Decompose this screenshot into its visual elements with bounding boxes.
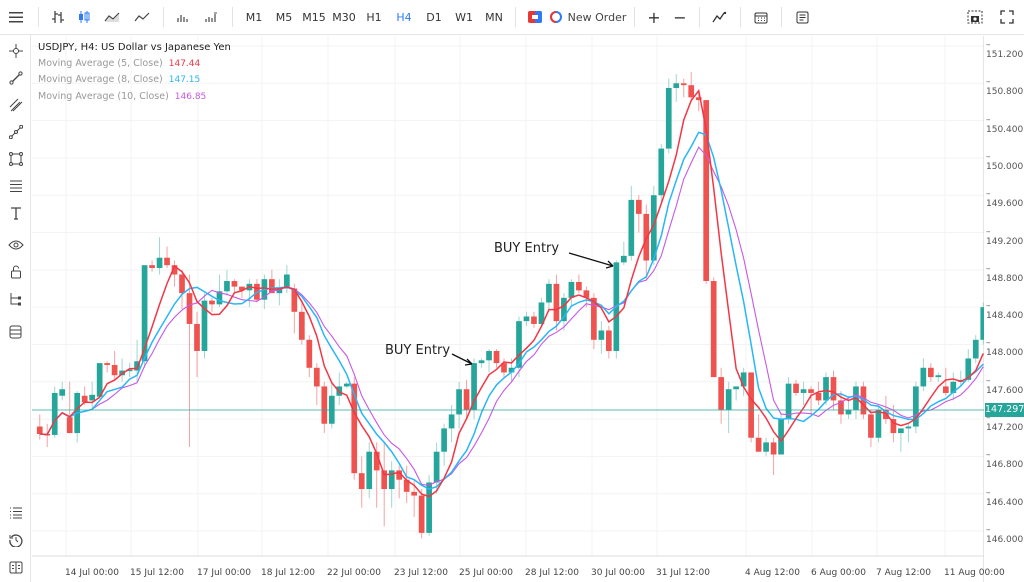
price-tick: – 149.200: [986, 226, 1024, 247]
bar-chart-icon[interactable]: [45, 0, 71, 35]
price-tick: – 150.000: [986, 151, 1024, 172]
price-tick: – 146.000: [986, 525, 1024, 545]
timeframe-w1[interactable]: W1: [455, 10, 473, 24]
price-tick: – 150.800: [986, 77, 1024, 98]
price-chart[interactable]: [32, 36, 984, 582]
area-chart-icon[interactable]: [97, 0, 127, 35]
time-tick: 23 Jul 12:00: [394, 568, 448, 578]
time-tick: 14 Jul 00:00: [65, 568, 119, 578]
text-icon[interactable]: [0, 201, 31, 225]
polyline-icon[interactable]: [0, 120, 31, 144]
crosshair-icon[interactable]: [0, 39, 31, 63]
time-tick: 17 Jul 00:00: [197, 568, 251, 578]
ma5-legend[interactable]: Moving Average (5, Close) 147.44: [38, 57, 201, 69]
economic-calendar-icon[interactable]: [0, 555, 31, 579]
price-tick: – 149.600: [986, 189, 1024, 210]
price-tick: – 151.200: [986, 40, 1024, 60]
time-tick: 18 Jul 12:00: [261, 568, 315, 578]
timeframe-h1[interactable]: H1: [366, 10, 382, 24]
timeframe-d1[interactable]: D1: [426, 10, 442, 24]
parallel-channel-icon[interactable]: [0, 93, 31, 117]
time-tick: 4 Aug 12:00: [745, 568, 800, 578]
indicators-icon[interactable]: [706, 0, 734, 35]
current-price-badge: 147.297: [985, 403, 1024, 417]
timeframe-mn[interactable]: MN: [485, 10, 503, 24]
hamburger-menu-icon[interactable]: [0, 0, 32, 35]
tick-volume-icon[interactable]: [196, 0, 226, 35]
ma10-legend[interactable]: Moving Average (10, Close) 146.85: [38, 90, 207, 102]
price-tick: – 148.000: [986, 338, 1024, 359]
price-tick: – 147.600: [986, 375, 1024, 396]
drawing-tools-sidebar: [0, 35, 31, 582]
trend-line-icon[interactable]: [0, 66, 31, 90]
eye-icon[interactable]: [0, 233, 31, 257]
new-order-button[interactable]: New Order: [548, 0, 628, 35]
chart-legend: USDJPY, H4: US Dollar vs Japanese Yen Mo…: [38, 40, 231, 105]
lock-icon[interactable]: [0, 260, 31, 284]
buy-entry-annotation-1[interactable]: BUY Entry: [385, 343, 451, 358]
time-tick: 15 Jul 12:00: [130, 568, 184, 578]
timeframe-m5[interactable]: M5: [275, 10, 293, 24]
screenshot-icon[interactable]: [960, 0, 990, 35]
ma8-value: 147.15: [168, 75, 201, 85]
zoom-in-button[interactable]: +: [647, 7, 661, 27]
time-tick: 6 Aug 00:00: [811, 568, 866, 578]
one-click-trading-icon[interactable]: [522, 0, 548, 35]
price-tick: – 147.200: [986, 413, 1024, 434]
candlestick-chart-icon[interactable]: [71, 0, 97, 35]
volume-icon[interactable]: [170, 0, 196, 35]
symbol-title: USDJPY, H4: US Dollar vs Japanese Yen: [38, 42, 231, 53]
timeframe-m1[interactable]: M1: [245, 10, 263, 24]
object-tree-icon[interactable]: [0, 287, 31, 311]
time-tick: 22 Jul 00:00: [327, 568, 381, 578]
line-chart-icon[interactable]: [127, 0, 157, 35]
calendar-icon[interactable]: [747, 0, 775, 35]
rectangle-icon[interactable]: [0, 147, 31, 171]
timeframe-m30[interactable]: M30: [332, 10, 356, 24]
price-tick: – 146.800: [986, 450, 1024, 471]
history-icon[interactable]: [0, 528, 31, 552]
top-toolbar: M1 M5 M15 M30 H1 H4 D1 W1 MN New Order +…: [0, 0, 1024, 35]
ma10-value: 146.85: [174, 91, 207, 102]
time-tick: 11 Aug 00:00: [944, 568, 1005, 578]
ma8-legend[interactable]: Moving Average (8, Close) 147.15: [38, 74, 201, 85]
fibonacci-icon[interactable]: [0, 174, 31, 198]
time-tick: 25 Jul 00:00: [459, 568, 513, 578]
ma5-value: 147.44: [168, 58, 201, 69]
new-order-label: New Order: [567, 10, 627, 24]
fullscreen-icon[interactable]: [990, 0, 1024, 35]
price-tick: – 148.800: [986, 263, 1024, 284]
layers-icon[interactable]: [0, 320, 31, 344]
price-tick: – 146.400: [986, 487, 1024, 508]
time-tick: 31 Jul 12:00: [656, 568, 710, 578]
list-icon[interactable]: [0, 501, 31, 525]
time-tick: 7 Aug 12:00: [876, 568, 931, 578]
template-icon[interactable]: [788, 0, 816, 35]
timeframe-m15[interactable]: M15: [302, 10, 326, 24]
price-tick: – 150.400: [986, 114, 1024, 135]
new-order-icon: [549, 11, 562, 23]
timeframe-h4[interactable]: H4: [396, 10, 412, 24]
buy-entry-annotation-2[interactable]: BUY Entry: [494, 241, 560, 256]
time-tick: 30 Jul 00:00: [591, 568, 645, 578]
time-tick: 28 Jul 12:00: [525, 568, 579, 578]
price-tick: – 148.400: [986, 301, 1024, 322]
zoom-out-button[interactable]: −: [673, 7, 687, 27]
